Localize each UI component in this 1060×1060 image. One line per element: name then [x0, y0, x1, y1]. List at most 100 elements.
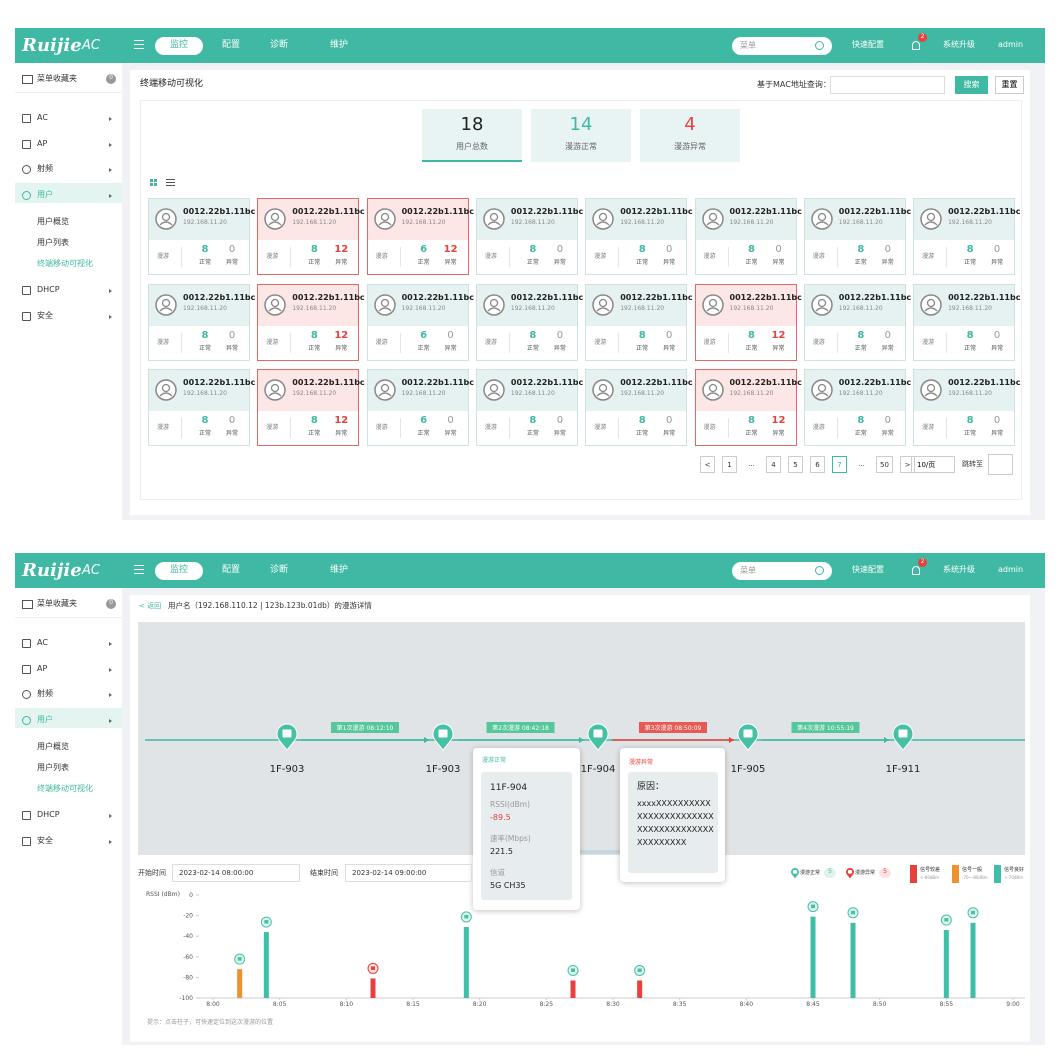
submenu-item[interactable]: 用户概览 — [37, 742, 69, 751]
quick-config[interactable]: 快速配置 — [852, 565, 884, 574]
bar[interactable] — [810, 916, 816, 998]
bar[interactable] — [370, 978, 376, 998]
menu-item[interactable]: 用户 — [37, 715, 53, 724]
page-item[interactable]: 4 — [766, 456, 781, 473]
page-item[interactable]: > — [900, 456, 915, 473]
bar[interactable] — [943, 930, 949, 998]
y-tick-label: 0 — [189, 892, 193, 899]
avatar-head — [489, 212, 499, 222]
quick-config[interactable]: 快速配置 — [852, 40, 884, 49]
card-normal: 8 — [201, 244, 209, 255]
avatar — [373, 294, 396, 316]
card-divider — [399, 247, 401, 267]
nav-item[interactable]: 监控 — [155, 37, 203, 55]
submenu-item[interactable]: 用户列表 — [37, 238, 69, 247]
page-item[interactable]: 5 — [788, 456, 803, 473]
avatar-ring — [155, 379, 177, 401]
search-box[interactable]: 菜单 — [732, 37, 832, 55]
card-ip: 192.168.11.20 — [292, 305, 337, 312]
jump-input[interactable] — [988, 454, 1013, 475]
menu-item[interactable]: DHCP — [37, 285, 60, 294]
nav-item[interactable]: 配置 — [222, 565, 241, 575]
query-input[interactable] — [830, 76, 945, 94]
page-item[interactable]: 50 — [876, 456, 893, 473]
bar[interactable] — [237, 969, 243, 998]
nav-item[interactable]: 配置 — [222, 40, 241, 50]
menu-item[interactable]: 射频 — [37, 689, 53, 698]
bar[interactable] — [263, 932, 269, 998]
menu-item[interactable]: DHCP — [37, 810, 60, 819]
card-type: 漫游 — [703, 253, 716, 260]
submenu-item[interactable]: 用户概览 — [37, 217, 69, 226]
grid-view-icon[interactable] — [154, 183, 157, 186]
stat-value: 4 — [684, 114, 696, 135]
nav-item[interactable]: 监控 — [155, 562, 203, 580]
x-tick-label: 8:50 — [873, 1001, 887, 1008]
legend-range: >-70dBm — [1004, 875, 1024, 880]
card-mac: 0012.22b1.11bc — [729, 207, 802, 216]
stat-value: 14 — [569, 114, 593, 135]
stat-box[interactable] — [531, 109, 631, 162]
menu-item[interactable]: AC — [37, 113, 48, 122]
menu-item[interactable]: 射频 — [37, 164, 53, 173]
card-ip: 192.168.11.20 — [729, 390, 774, 397]
card-mac: 0012.22b1.11bc — [401, 207, 474, 216]
submenu-item[interactable]: 终端移动可视化 — [37, 784, 93, 793]
stat-box[interactable] — [640, 109, 740, 162]
nav-item[interactable]: 维护 — [330, 40, 349, 50]
avatar-body — [487, 392, 501, 397]
menu-item[interactable]: 安全 — [37, 311, 53, 320]
avatar-body — [596, 221, 610, 226]
nav-item[interactable]: 维护 — [330, 565, 349, 575]
grid-view-icon[interactable] — [150, 179, 153, 182]
page-item[interactable]: 7 — [832, 456, 847, 473]
user[interactable]: admin — [998, 565, 1024, 574]
upgrade[interactable]: 系统升级 — [943, 40, 975, 49]
page-size[interactable]: 10/页 — [911, 456, 955, 473]
submenu-item[interactable]: 终端移动可视化 — [37, 259, 93, 268]
avatar — [155, 208, 177, 230]
submenu-item[interactable]: 用户列表 — [37, 763, 69, 772]
pin-icon — [593, 729, 603, 738]
menu-item[interactable]: AP — [37, 139, 48, 148]
menu-item[interactable]: 安全 — [37, 836, 53, 845]
avatar-body — [487, 221, 501, 226]
menu-item[interactable]: 用户 — [37, 190, 53, 199]
back-link[interactable]: < 返回 — [139, 602, 162, 610]
x-tick-label: 8:10 — [340, 1001, 354, 1008]
page-item[interactable]: 1 — [722, 456, 737, 473]
bar[interactable] — [637, 980, 643, 998]
card-ip: 192.168.11.20 — [948, 219, 992, 226]
avatar — [811, 208, 833, 230]
bar[interactable] — [970, 922, 976, 998]
stat-box[interactable] — [422, 109, 522, 162]
menu-item[interactable]: AP — [37, 664, 48, 673]
page-item[interactable]: 6 — [810, 456, 825, 473]
page-item[interactable]: ... — [858, 460, 865, 468]
upgrade[interactable]: 系统升级 — [943, 565, 975, 574]
nav-item[interactable]: 诊断 — [270, 565, 289, 575]
grid-view-icon[interactable] — [154, 179, 157, 182]
card-mac: 0012.22b1.11bc — [838, 293, 912, 302]
pin-icon — [898, 729, 908, 738]
menu-item[interactable]: AC — [37, 638, 48, 647]
search-box[interactable]: 菜单 — [732, 562, 832, 580]
page-item[interactable]: ... — [748, 460, 755, 468]
grid-view-icon[interactable] — [150, 183, 153, 186]
tooltip-value: -89.5 — [490, 813, 511, 822]
bar[interactable] — [850, 922, 856, 998]
end-input[interactable]: 2023-02-14 09:00:00 — [345, 864, 472, 882]
card-normal-label: 正常 — [526, 259, 539, 266]
page-item[interactable]: < — [700, 456, 715, 473]
pin-icon — [438, 729, 448, 738]
nav-item[interactable]: 诊断 — [270, 40, 289, 50]
inner-box — [140, 100, 1022, 500]
bar[interactable] — [570, 980, 576, 998]
start-input[interactable]: 2023-02-14 08:00:00 — [172, 864, 300, 882]
bar[interactable] — [463, 926, 469, 998]
card-abnormal: 0 — [884, 330, 891, 341]
reset-button[interactable]: 重置 — [995, 76, 1024, 94]
user[interactable]: admin — [998, 40, 1024, 49]
edge-label: 第4次漫游 10:55:19 — [797, 724, 854, 732]
search-button[interactable]: 搜索 — [955, 76, 988, 94]
